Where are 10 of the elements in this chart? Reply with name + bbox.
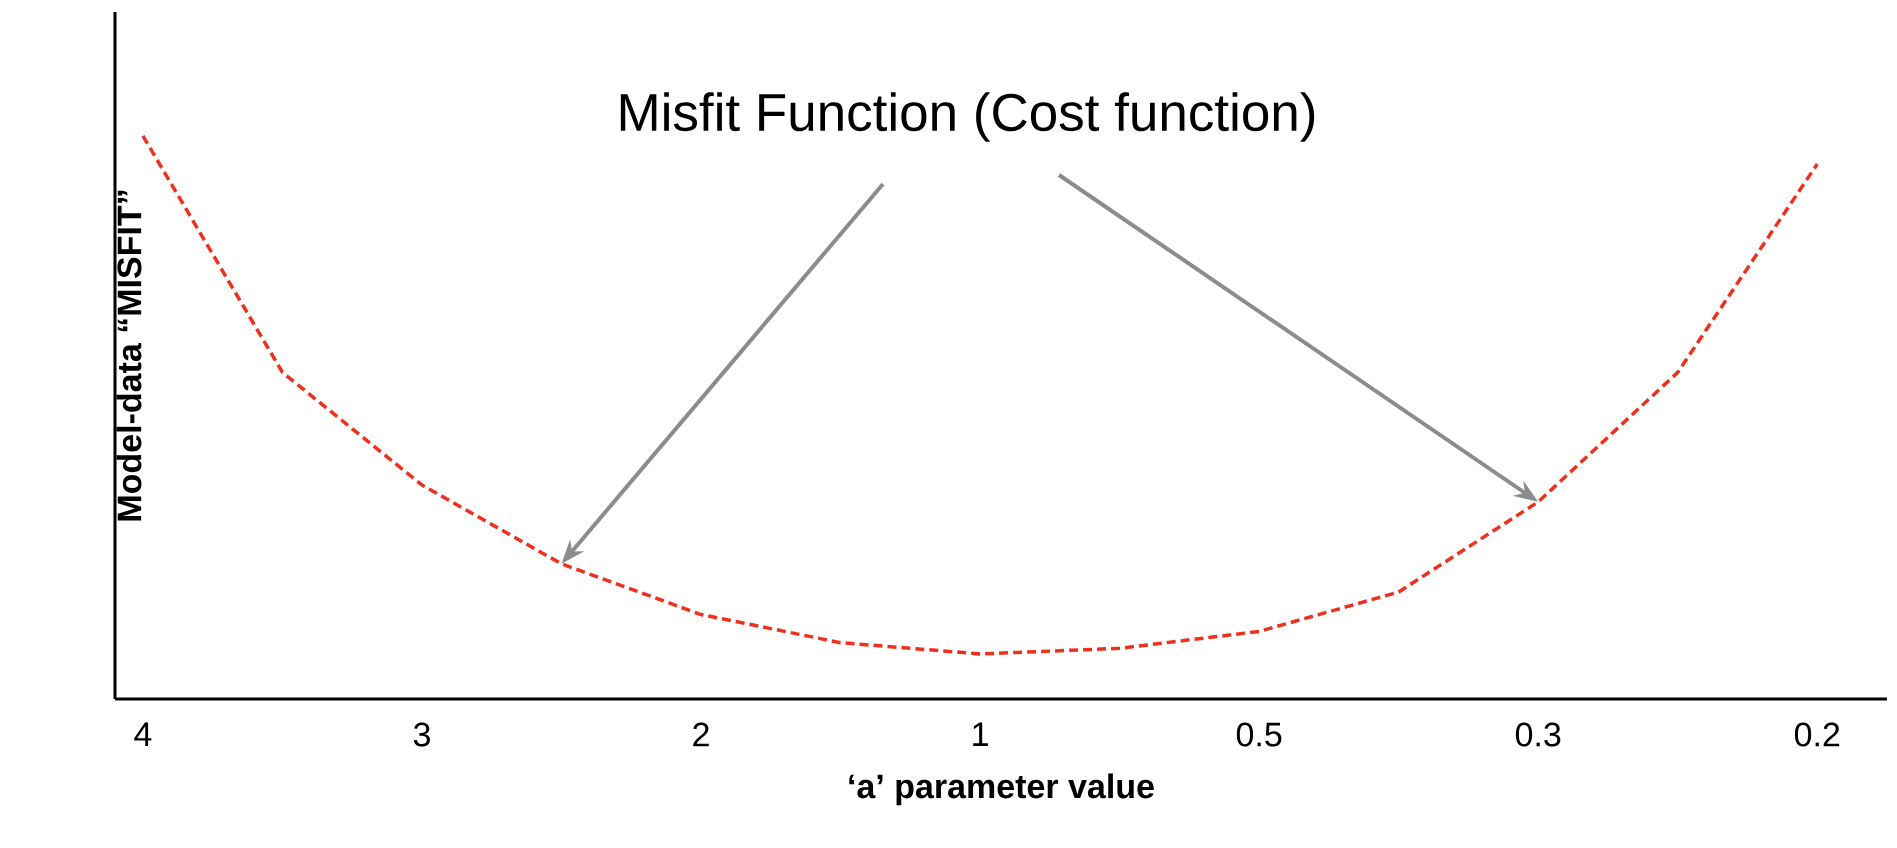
annotation: Misfit Function (Cost function) <box>620 92 1315 142</box>
x-tick-label: 0.3 <box>1515 722 1561 747</box>
x-tick-label: 0.2 <box>1794 722 1840 747</box>
x-tick-label: 4 <box>134 722 152 746</box>
y-axis-title: Model-data “MISFIT” <box>116 190 142 521</box>
x-tick-label: 3 <box>413 722 430 747</box>
x-tick-label: 2 <box>693 722 709 747</box>
x-axis-title: ‘a’ parameter value <box>849 773 1154 806</box>
x-tick-label: 0.5 <box>1236 722 1282 747</box>
x-tick-label: 1 <box>973 722 988 746</box>
